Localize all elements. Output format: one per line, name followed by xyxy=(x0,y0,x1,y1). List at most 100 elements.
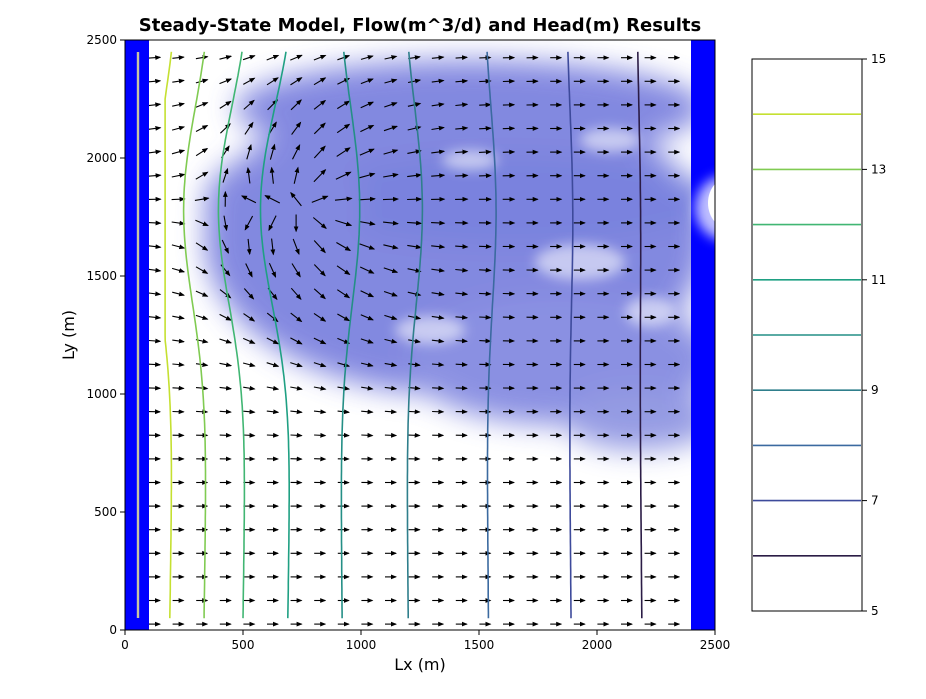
flow-arrow xyxy=(266,409,280,415)
x-axis-label: Lx (m) xyxy=(394,655,446,674)
flow-arrow xyxy=(171,220,186,226)
flow-arrow xyxy=(384,385,398,391)
flow-arrow xyxy=(290,99,302,111)
flow-arrow xyxy=(243,288,255,300)
flow-arrow xyxy=(361,409,374,415)
flow-arrow xyxy=(336,147,351,157)
flow-arrow xyxy=(266,362,280,368)
y-axis-label: Ly (m) xyxy=(59,310,78,360)
flow-arrow xyxy=(243,385,256,391)
flow-arrow xyxy=(148,244,162,250)
right-boundary-bulge xyxy=(695,176,755,240)
flow-arrow xyxy=(219,78,233,85)
flow-arrow xyxy=(266,54,280,61)
flow-arrow xyxy=(336,265,351,275)
flow-arrow xyxy=(337,55,351,61)
flow-arrow xyxy=(455,102,469,108)
x-tick-label: 500 xyxy=(232,638,255,652)
flow-arrow xyxy=(171,125,186,131)
flow-arrow xyxy=(195,314,209,320)
head-contour-line xyxy=(340,51,361,619)
flow-arrow xyxy=(384,78,398,84)
flow-arrow xyxy=(360,78,374,85)
flow-arrow xyxy=(360,362,374,368)
flow-arrow xyxy=(246,167,251,184)
flow-arrow xyxy=(172,385,185,391)
flow-arrow xyxy=(242,362,256,368)
x-tick-label: 2000 xyxy=(582,638,613,652)
flow-arrow xyxy=(479,267,492,273)
flow-arrow xyxy=(313,312,327,322)
flow-arrow xyxy=(245,263,253,278)
flow-arrow xyxy=(266,77,279,86)
flow-arrow xyxy=(195,55,209,60)
flow-arrow xyxy=(246,143,252,160)
y-tick-label: 0 xyxy=(109,623,117,637)
flow-arrow xyxy=(337,432,350,438)
flow-arrow xyxy=(382,196,399,202)
head-contour-line xyxy=(637,51,643,619)
flow-arrow xyxy=(408,338,421,344)
flow-arrow xyxy=(172,291,185,297)
flow-arrow xyxy=(313,264,326,277)
head-contour-line xyxy=(486,51,497,619)
colorbar-ticks: 5 7 9 11 13 15 xyxy=(862,52,886,618)
flow-arrow xyxy=(172,338,185,344)
flow-arrow xyxy=(383,149,399,155)
plot-frame xyxy=(124,39,716,631)
flow-arrow xyxy=(148,149,162,155)
flow-arrow xyxy=(221,239,229,254)
flow-arrow xyxy=(359,172,376,179)
colorbar-tick-label: 15 xyxy=(871,52,886,66)
flow-arrow xyxy=(407,291,422,297)
flow-arrow xyxy=(172,78,185,84)
flow-arrow xyxy=(290,409,303,415)
flow-arrow xyxy=(291,121,302,135)
flow-arrow xyxy=(244,121,254,135)
flow-arrow xyxy=(195,242,209,251)
flow-arrow xyxy=(195,362,209,367)
flow-arrow xyxy=(359,266,375,274)
colorbar-levels xyxy=(753,113,861,557)
flow-arrow xyxy=(243,313,256,322)
flow-arrow xyxy=(337,100,351,110)
flow-arrow xyxy=(431,102,445,108)
flow-arrow xyxy=(431,55,445,61)
flow-arrow xyxy=(455,149,469,155)
flow-arrow xyxy=(243,77,256,85)
flow-arrow xyxy=(148,267,162,273)
flow-arrow xyxy=(195,171,209,180)
flow-arrow xyxy=(455,267,469,273)
flow-arrow xyxy=(336,289,351,299)
flow-arrow xyxy=(148,55,162,61)
flow-arrow xyxy=(171,267,186,273)
flow-arrow xyxy=(195,266,209,274)
flow-arrow xyxy=(431,291,445,297)
flow-arrow xyxy=(172,315,185,320)
flow-arrow xyxy=(336,123,351,134)
flow-arrow xyxy=(383,172,399,178)
head-contour-line xyxy=(406,51,424,619)
flow-arrow xyxy=(407,220,423,226)
flow-arrow xyxy=(219,385,232,391)
flow-arrow xyxy=(148,102,162,108)
y-tick-label: 1000 xyxy=(86,387,117,401)
flow-arrow xyxy=(264,195,281,204)
flow-arrow xyxy=(313,337,327,345)
flow-arrow xyxy=(455,244,469,249)
flow-arrow xyxy=(407,173,422,178)
flow-arrow xyxy=(384,102,398,108)
flow-arrow xyxy=(431,244,446,250)
right-boundary xyxy=(691,40,715,630)
flow-arrow xyxy=(290,432,303,438)
flow-arrow xyxy=(290,362,303,368)
x-axis: 0 500 1000 1500 2000 2500 xyxy=(121,630,730,652)
flow-arrow xyxy=(242,55,256,61)
flow-arrow xyxy=(171,149,186,155)
flow-arrow xyxy=(359,220,376,226)
flow-arrow xyxy=(384,409,398,415)
colorbar-tick-label: 11 xyxy=(871,273,886,287)
flow-arrow xyxy=(290,191,302,207)
head-contour-line xyxy=(182,51,207,619)
